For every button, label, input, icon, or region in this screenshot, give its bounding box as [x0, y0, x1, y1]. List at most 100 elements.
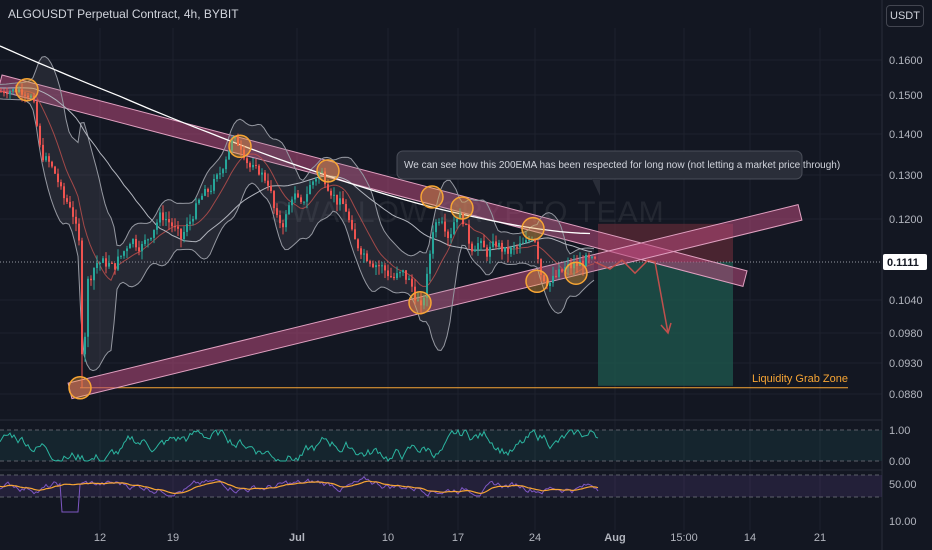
candle-body: [459, 213, 461, 219]
indicator2-axis-label: 10.00: [889, 516, 917, 528]
candle-body: [30, 95, 32, 98]
y-axis-label: 0.1400: [889, 129, 923, 141]
indicator2-signal-line: [0, 480, 599, 495]
ema-mid-line: [0, 87, 593, 253]
candle-body: [27, 95, 29, 98]
candle-body: [555, 275, 557, 277]
candle-body: [87, 278, 89, 337]
candle-body: [513, 246, 515, 248]
bollinger-upper: [0, 55, 595, 257]
x-axis-label: Aug: [604, 532, 625, 544]
candle-body: [207, 189, 209, 192]
currency-button[interactable]: USDT: [886, 5, 924, 27]
candle-body: [153, 229, 155, 238]
candle-body: [426, 273, 428, 298]
candle-body: [351, 220, 353, 230]
candle-body: [366, 253, 368, 262]
candle-body: [180, 228, 182, 239]
current-price-tag: [883, 254, 927, 270]
touch-point-circle: [525, 269, 549, 294]
candle-body: [252, 164, 254, 168]
candle-body: [282, 223, 284, 228]
candle-body: [261, 172, 263, 175]
candle-body: [219, 173, 221, 175]
candle-body: [177, 226, 179, 229]
annotation-text: We can see how this 200EMA has been resp…: [404, 160, 840, 171]
candle-body: [345, 204, 347, 212]
candle-body: [387, 270, 389, 277]
candle-body: [369, 261, 371, 264]
x-axis-label: 19: [167, 532, 179, 544]
candle-body: [159, 212, 161, 223]
candle-body: [171, 222, 173, 227]
candle-body: [186, 224, 188, 232]
candle-body: [267, 180, 269, 186]
candle-body: [375, 265, 377, 268]
candle-body: [21, 89, 23, 95]
candle-body: [51, 161, 53, 167]
x-axis-label: 21: [814, 532, 826, 544]
candle-body: [111, 262, 113, 264]
candle-body: [360, 248, 362, 255]
candle-body: [123, 251, 125, 256]
candle-body: [399, 272, 401, 274]
x-axis-label: 17: [452, 532, 464, 544]
candle-body: [75, 216, 77, 224]
candle-body: [591, 256, 593, 258]
candle-body: [444, 221, 446, 232]
candle-body: [525, 240, 527, 243]
candle-body: [231, 138, 233, 151]
candle-body: [255, 164, 257, 166]
candle-body: [510, 247, 512, 254]
candle-body: [483, 240, 485, 248]
candle-body: [96, 263, 98, 268]
candle-body: [138, 247, 140, 252]
candle-body: [492, 241, 494, 247]
candle-body: [294, 193, 296, 200]
candle-body: [105, 258, 107, 267]
x-axis-label: 24: [529, 532, 541, 544]
x-axis-label: 15:00: [670, 532, 698, 544]
touch-point-circle: [68, 376, 92, 400]
candle-body: [276, 208, 278, 216]
candle-body: [156, 222, 158, 230]
candle-body: [549, 282, 551, 287]
touch-point-circle: [228, 134, 252, 159]
candle-body: [279, 215, 281, 224]
candle-body: [36, 101, 38, 126]
candle-body: [453, 222, 455, 235]
candle-body: [237, 136, 239, 146]
candle-body: [48, 156, 50, 162]
current-price-value: 0.1111: [887, 257, 919, 269]
candle-body: [522, 242, 524, 244]
candle-body: [288, 205, 290, 215]
candle-body: [519, 243, 521, 247]
candle-body: [381, 265, 383, 267]
bollinger-lower: [0, 98, 595, 372]
candle-body: [39, 125, 41, 145]
descending-resistance-channel: [0, 74, 748, 287]
candle-body: [324, 171, 326, 185]
candle-body: [60, 182, 62, 187]
candle-body: [543, 275, 545, 282]
candle-body: [165, 219, 167, 221]
candle-body: [3, 91, 5, 94]
candle-body: [312, 181, 314, 185]
candle-body: [198, 199, 200, 204]
candle-body: [546, 281, 548, 287]
candle-body: [12, 89, 14, 92]
candle-body: [348, 211, 350, 221]
indicator2-axis-label: 50.00: [889, 479, 917, 491]
candle-body: [66, 198, 68, 202]
candle-body: [420, 300, 422, 306]
bollinger-band-fill: [0, 56, 594, 371]
candle-body: [57, 173, 59, 183]
candle-body: [222, 169, 224, 174]
candle-body: [201, 195, 203, 200]
candle-body: [285, 214, 287, 228]
candle-body: [228, 150, 230, 160]
candle-body: [540, 259, 542, 276]
candle-body: [132, 238, 134, 244]
take-profit-zone: [598, 262, 733, 386]
